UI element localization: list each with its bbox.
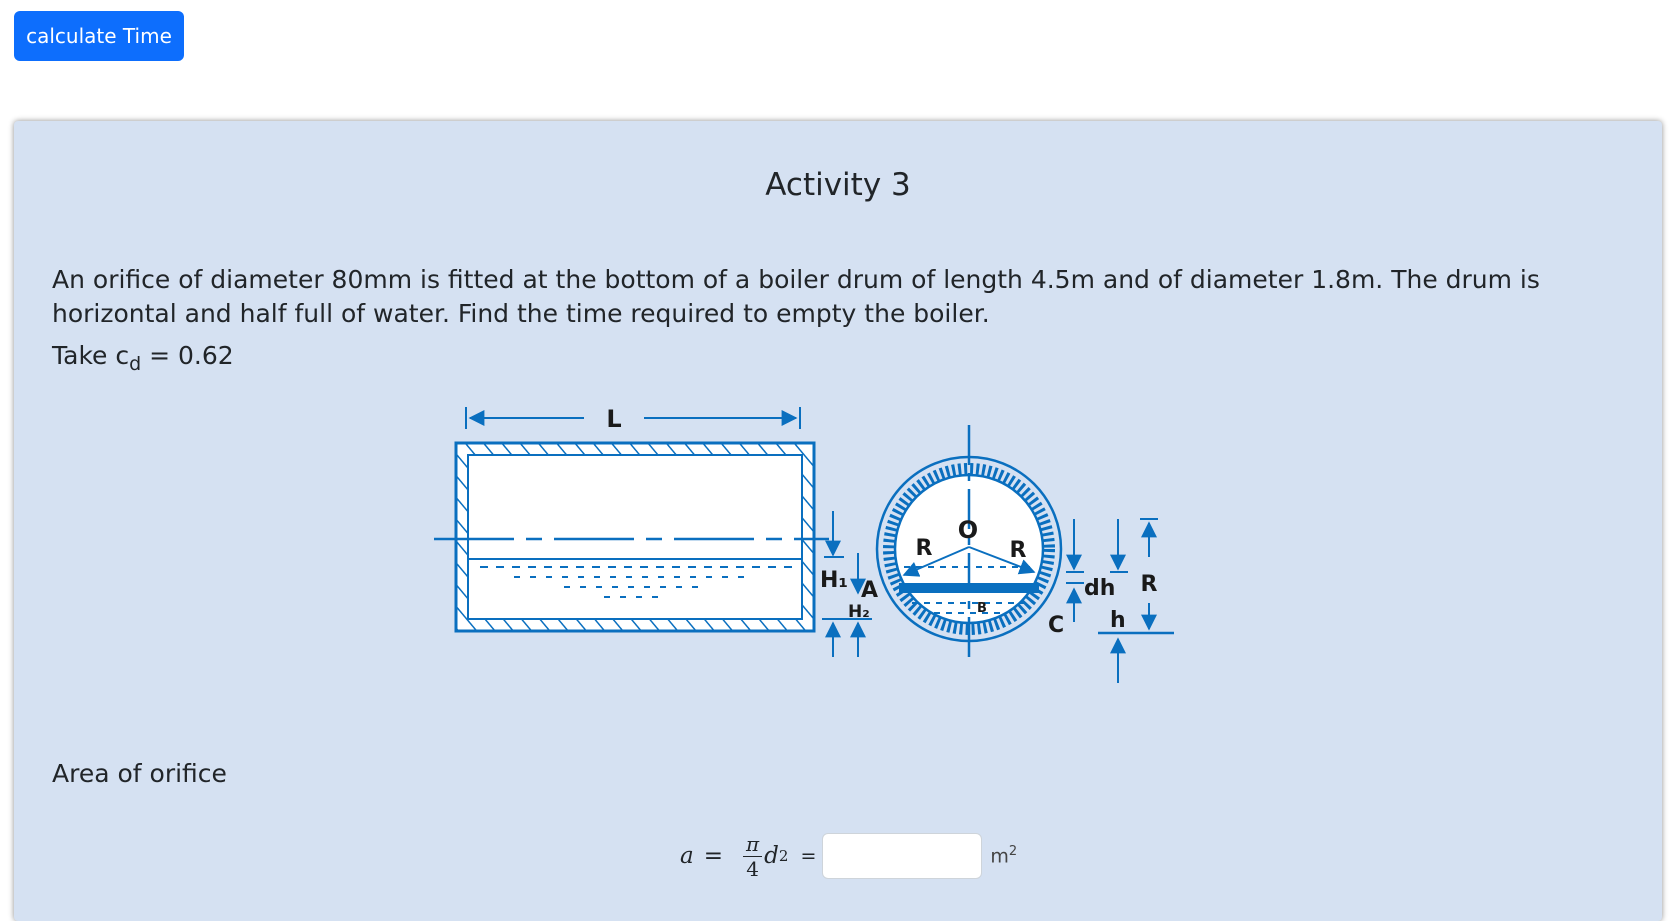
drum-cross-section: O R R B [875, 425, 1063, 657]
discharge-coefficient-note: Take cd = 0.62 [52, 341, 234, 375]
activity-card: Activity 3 An orifice of diameter 80mm i… [14, 121, 1662, 921]
formula-equals: = [703, 843, 723, 869]
c-label: C [1048, 613, 1064, 638]
calculate-time-button[interactable]: calculate Time [14, 11, 184, 61]
formula-lhs: a [680, 843, 694, 869]
length-label: L [606, 407, 621, 433]
drum-side-view: L H₁ A H₂ [434, 407, 878, 657]
area-unit: m2 [990, 844, 1017, 867]
radius-left-label: R [916, 536, 933, 561]
formula-exponent: 2 [778, 847, 789, 865]
formula-fraction: π 4 [743, 832, 763, 881]
activity-title: Activity 3 [765, 167, 911, 203]
dh-label: dh [1084, 576, 1115, 601]
orifice-area-input[interactable] [822, 833, 983, 879]
unit-base: m [990, 845, 1009, 868]
center-o-label: O [958, 516, 978, 544]
unit-exponent: 2 [1008, 844, 1018, 860]
radius-right-label: R [1010, 538, 1027, 563]
area-of-orifice-label: Area of orifice [52, 759, 227, 788]
h-label: h [1110, 608, 1126, 633]
take-value: = 0.62 [141, 341, 234, 370]
depth-dimensions: dh C h R [1048, 518, 1174, 683]
h1-label: H₁ [820, 568, 848, 593]
take-subscript: d [129, 353, 142, 375]
radius-side-label: R [1141, 572, 1158, 597]
b-label: B [977, 601, 987, 616]
formula-equals-2: = [800, 845, 817, 867]
h2-label: H₂ [848, 602, 870, 622]
formula-denominator: 4 [746, 856, 759, 881]
problem-statement: An orifice of diameter 80mm is fitted at… [52, 265, 1540, 328]
take-prefix: Take c [52, 341, 130, 370]
a-label: A [861, 578, 878, 603]
boiler-drum-diagram: L H₁ A H₂ [434, 407, 1174, 683]
formula-variable: d [764, 843, 779, 869]
formula-numerator: π [743, 832, 763, 857]
